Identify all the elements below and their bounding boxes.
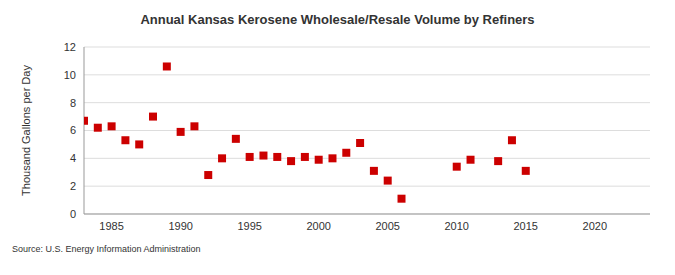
svg-text:2010: 2010 [444, 220, 468, 232]
svg-text:2020: 2020 [583, 220, 607, 232]
svg-text:1990: 1990 [168, 220, 192, 232]
svg-text:0: 0 [70, 208, 76, 220]
svg-text:8: 8 [70, 97, 76, 109]
svg-text:6: 6 [70, 124, 76, 136]
html-text:Annual Kansas Kerosene Wholesa: Annual Kansas Kerosene Wholesale/Resale … [140, 12, 535, 27]
svg-text:1985: 1985 [99, 220, 123, 232]
svg-text:4: 4 [70, 152, 76, 164]
svg-text:2: 2 [70, 180, 76, 192]
svg-text:2015: 2015 [514, 220, 538, 232]
svg-text:2000: 2000 [306, 220, 330, 232]
svg-text:10: 10 [64, 69, 76, 81]
svg-text:2005: 2005 [375, 220, 399, 232]
svg-text:1995: 1995 [237, 220, 261, 232]
svg-text:Thousand Gallons per Day: Thousand Gallons per Day [20, 65, 32, 196]
html-text:Source: U.S. Energy Informatio: Source: U.S. Energy Information Administ… [12, 244, 201, 254]
svg-text:12: 12 [64, 41, 76, 53]
